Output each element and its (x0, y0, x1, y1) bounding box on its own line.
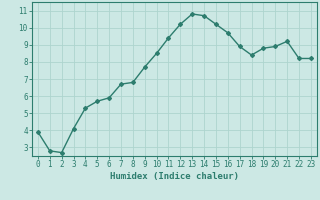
X-axis label: Humidex (Indice chaleur): Humidex (Indice chaleur) (110, 172, 239, 181)
